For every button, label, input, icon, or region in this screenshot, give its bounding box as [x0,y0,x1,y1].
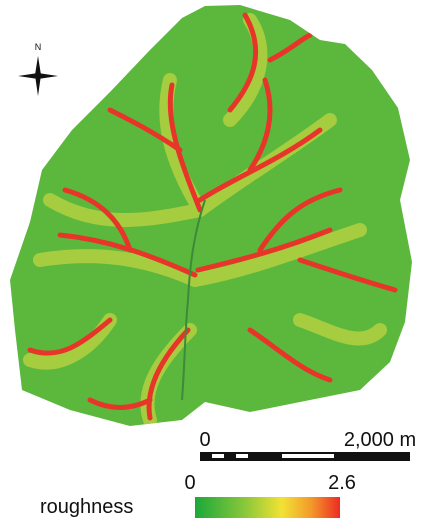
north-arrow: N [18,42,58,96]
legend: 0 2.6 roughness [40,472,356,518]
north-label: N [35,42,42,52]
legend-title: roughness [40,496,133,518]
scale-start-label: 0 [199,429,210,451]
scale-bar: 0 2,000 m [199,429,416,461]
legend-min-label: 0 [184,472,195,494]
scale-end-label: 2,000 m [344,429,416,451]
map-figure: N 0 2,000 m 0 2.6 roughness [0,0,424,518]
roughness-map [0,0,424,430]
legend-max-label: 2.6 [328,472,356,494]
legend-color-ramp [195,497,340,518]
